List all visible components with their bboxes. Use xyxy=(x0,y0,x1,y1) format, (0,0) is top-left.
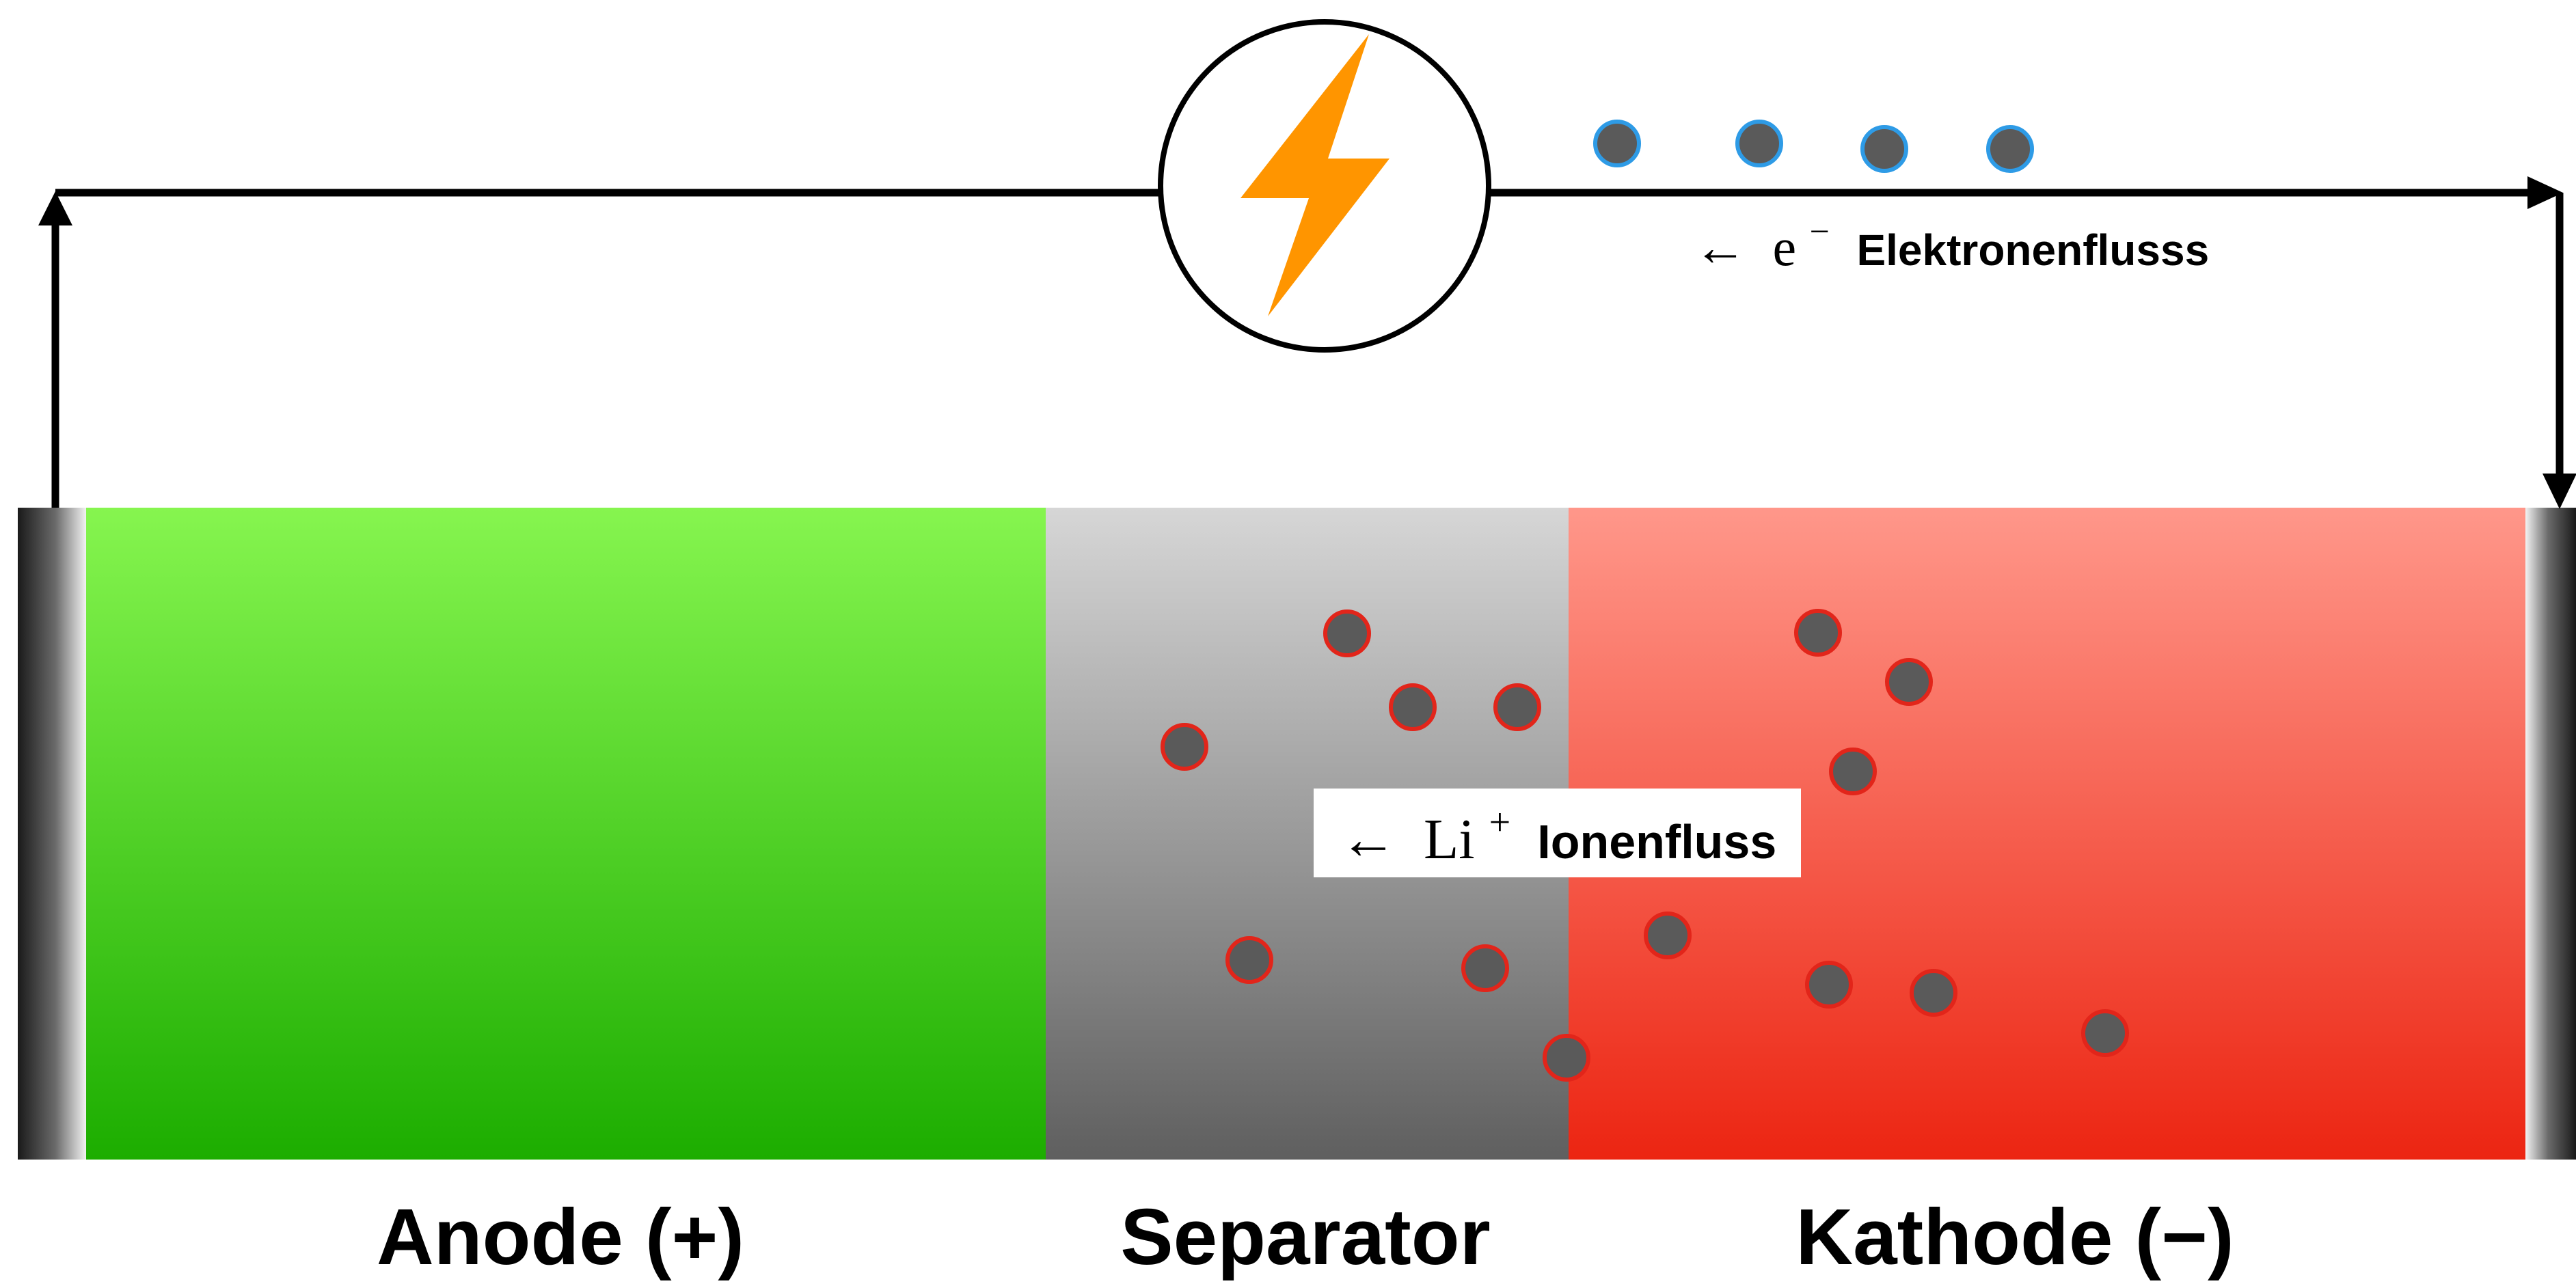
anode-region xyxy=(86,508,1046,1160)
lithium-ion-dot xyxy=(1794,609,1842,657)
lithium-ion-dot xyxy=(1323,609,1371,657)
wire-arrowhead-right xyxy=(2527,176,2563,209)
ion-symbol: Li xyxy=(1424,808,1475,871)
lithium-ion-dot xyxy=(1829,748,1877,795)
lithium-ion-dot xyxy=(2081,1009,2129,1057)
cathode-label: Kathode (−) xyxy=(1795,1192,2234,1281)
electron-symbol: e xyxy=(1773,217,1797,277)
cathode-current-collector xyxy=(2525,508,2576,1160)
wire-arrowhead-up xyxy=(38,191,72,225)
lightning-bolt-icon xyxy=(1240,34,1389,316)
electron-dot xyxy=(1593,120,1641,167)
lithium-ion-dot xyxy=(1910,969,1957,1017)
external-circuit-wire xyxy=(51,189,2564,508)
ion-group xyxy=(1161,609,2129,1082)
lithium-ion-dot xyxy=(1644,912,1692,959)
electron-flow-label: ← e − Elektronenflusss xyxy=(1694,195,2209,277)
lithium-ion-dot xyxy=(1805,961,1853,1009)
ion-flow-text: Ionenfluss xyxy=(1537,815,1776,868)
ion-flow-label: ← Li + Ionenfluss xyxy=(1340,784,1776,871)
lithium-ion-dot xyxy=(1389,683,1437,731)
lithium-ion-dot xyxy=(1543,1034,1590,1082)
electron-flow-text: Elektronenflusss xyxy=(1856,225,2209,275)
ion-flow-label-box xyxy=(1314,789,1801,877)
wire-arrowhead-down xyxy=(2543,474,2576,509)
electron-dot xyxy=(1860,125,1908,173)
lithium-ion-dot xyxy=(1161,723,1208,771)
lithium-ion-dot xyxy=(1461,944,1509,992)
lithium-ion-dot xyxy=(1885,658,1933,706)
lithium-ion-dot xyxy=(1225,936,1273,984)
separator-label: Separator xyxy=(1120,1192,1491,1281)
electron-flow-arrow: ← xyxy=(1694,217,1747,277)
electron-dot xyxy=(1986,125,2034,173)
electron-charge-superscript: − xyxy=(1810,213,1830,251)
electron-dot xyxy=(1735,120,1783,167)
ion-flow-arrow: ← xyxy=(1340,808,1397,871)
ion-charge-superscript: + xyxy=(1489,801,1511,844)
anode-current-collector xyxy=(18,508,86,1160)
anode-label: Anode (+) xyxy=(377,1192,744,1281)
electron-group xyxy=(1593,120,2034,173)
lithium-ion-dot xyxy=(1493,683,1541,731)
